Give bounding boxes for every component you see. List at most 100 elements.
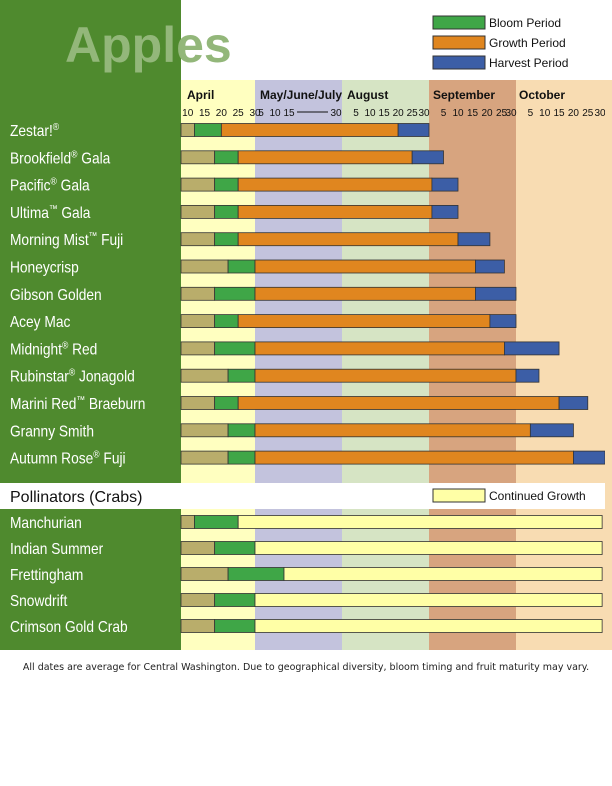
tick-label: 15 [467,108,479,119]
pollinator-bloom-bar [194,515,239,529]
variety-harvest-bar [503,341,560,356]
pollinator-continued-bar [254,541,603,555]
variety-growth-bar [220,123,399,137]
variety-bloom-bar [214,341,256,356]
variety-bloom-bar [227,423,256,438]
tick-label: 10 [182,108,194,119]
variety-label: Acey Mac [10,313,71,331]
variety-prebloom-bar [180,314,216,329]
month-label: April [187,88,214,102]
variety-harvest-bar [431,177,459,192]
pollinator-label: Frettingham [10,566,83,584]
tick-label: 20 [393,108,405,119]
pollinator-continued-bar [237,515,603,529]
variety-label: Pacific® Gala [10,176,90,195]
variety-prebloom-bar [180,177,216,192]
legend-label-harvest: Harvest Period [489,56,568,70]
tick-label: 30 [330,108,342,119]
pollinator-bloom-bar [214,593,256,607]
variety-prebloom-bar [180,396,216,410]
legend-label-continued: Continued Growth [489,489,586,503]
variety-label: Honeycrisp [10,259,79,277]
pollinators-header-bg [0,483,612,509]
variety-growth-bar [237,396,560,410]
variety-growth-bar [237,314,491,329]
variety-harvest-bar [529,423,574,438]
pollinators-heading: Pollinators (Crabs) [10,489,142,506]
variety-prebloom-bar [180,204,216,219]
tick-label: 30 [505,108,517,119]
variety-bloom-bar [214,177,239,192]
variety-prebloom-bar [180,286,216,301]
variety-prebloom-bar [180,150,216,165]
tick-label: 20 [216,108,228,119]
variety-bloom-bar [227,259,256,274]
pollinator-prebloom-bar [180,567,229,581]
pollinator-bloom-bar [214,541,256,555]
month-label: August [347,88,388,102]
month-label: September [433,88,495,102]
legend-swatch-growth [432,35,486,50]
month-label: May/June/July [260,88,342,102]
variety-harvest-bar [457,232,491,247]
variety-label: Autumn Rose® Fuji [10,449,126,468]
pollinator-label: Indian Summer [10,540,103,558]
variety-growth-bar [254,368,517,383]
pollinator-prebloom-bar [180,515,195,529]
variety-growth-bar [254,259,476,274]
variety-harvest-bar [397,123,430,137]
pollinator-label: Snowdrift [10,592,68,610]
month-band-october [516,80,605,650]
variety-label: Granny Smith [10,422,94,440]
variety-label: Gibson Golden [10,286,102,304]
variety-prebloom-bar [180,259,229,274]
month-band-mayjunejuly [255,80,342,650]
legend-swatch-harvest [432,55,486,70]
variety-growth-bar [237,204,433,219]
variety-bloom-bar [214,204,239,219]
variety-harvest-bar [474,259,505,274]
pollinator-label: Manchurian [10,514,82,532]
chart-title: Apples [65,17,232,73]
variety-prebloom-bar [180,232,216,247]
label-panel [0,0,181,650]
tick-label: 25 [582,108,594,119]
variety-label: Zestar!® [10,121,59,140]
pollinator-continued-bar [254,619,603,633]
variety-growth-bar [254,286,476,301]
tick-label: 5 [353,108,359,119]
legend-swatch-bloom [432,15,486,30]
tick-label: 10 [269,108,281,119]
tick-label: 5 [441,108,447,119]
variety-harvest-bar [558,396,589,410]
tick-label: 5 [258,108,264,119]
variety-growth-bar [237,232,459,247]
tick-label: 30 [594,108,606,119]
footnote: All dates are average for Central Washin… [22,662,590,673]
tick-label: 15 [199,108,211,119]
legend-swatch-continued [432,488,486,503]
pollinator-continued-bar [254,593,603,607]
variety-growth-bar [254,341,505,356]
variety-harvest-bar [474,286,517,301]
pollinator-prebloom-bar [180,619,216,633]
pollinator-prebloom-bar [180,541,216,555]
right-edge [605,80,612,650]
tick-label: 25 [496,108,508,119]
tick-label: 15 [554,108,566,119]
variety-harvest-bar [573,450,606,465]
tick-label: 20 [481,108,493,119]
variety-label: Midnight® Red [10,340,97,359]
legend-label-growth: Growth Period [489,36,566,50]
tick-label: 15 [379,108,391,119]
variety-bloom-bar [214,232,239,247]
pollinator-bloom-bar [214,619,256,633]
tick-label: 30 [418,108,430,119]
tick-label: 25 [233,108,245,119]
variety-bloom-bar [194,123,222,137]
month-band-april [181,80,255,650]
legend-label-bloom: Bloom Period [489,16,561,30]
variety-label: Morning Mist™ Fuji [10,231,123,250]
pollinator-continued-bar [283,567,603,581]
